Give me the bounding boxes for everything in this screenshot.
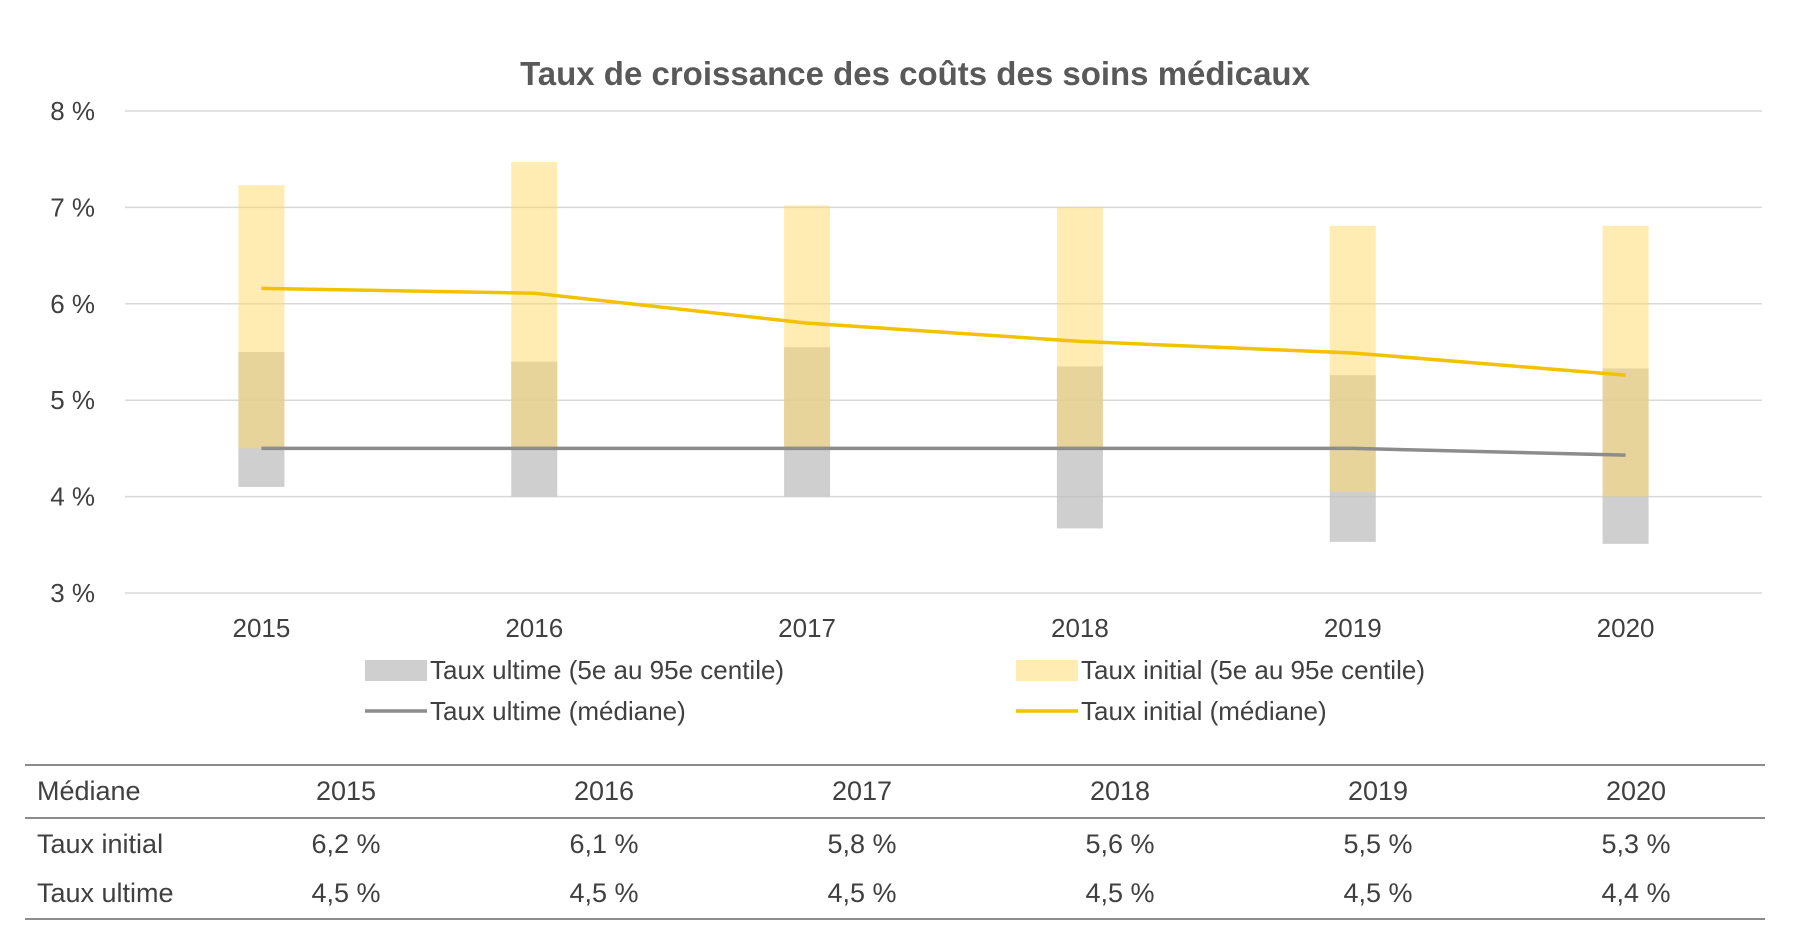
legend-label: Taux initial (médiane) bbox=[1081, 696, 1327, 726]
table-header-year: 2020 bbox=[1507, 764, 1765, 819]
x-tick-label: 2020 bbox=[1597, 613, 1655, 643]
table-row-ultimate: Taux ultime 4,5 % 4,5 % 4,5 % 4,5 % 4,5 … bbox=[25, 869, 1765, 920]
table-header-year: 2017 bbox=[733, 764, 991, 819]
median-line bbox=[261, 446, 1626, 457]
table-cell: 4,5 % bbox=[1249, 869, 1507, 920]
median-table: Médiane 2015 2016 2017 2018 2019 2020 Ta… bbox=[25, 764, 1765, 920]
table-cell: 4,5 % bbox=[475, 869, 733, 920]
range-bar bbox=[784, 205, 831, 449]
x-tick-label: 2016 bbox=[505, 613, 563, 643]
range-bar bbox=[1602, 225, 1649, 497]
legend-swatch bbox=[365, 660, 427, 681]
range-bar bbox=[1329, 225, 1376, 492]
table-header-row: Médiane 2015 2016 2017 2018 2019 2020 bbox=[25, 764, 1765, 819]
range-bar bbox=[511, 162, 558, 449]
table-row-label: Taux ultime bbox=[25, 869, 217, 920]
legend-label: Taux initial (5e au 95e centile) bbox=[1081, 655, 1425, 685]
y-tick-label: 7 % bbox=[50, 192, 95, 222]
y-tick-label: 8 % bbox=[50, 96, 95, 126]
table-header-year: 2016 bbox=[475, 764, 733, 819]
table-cell: 5,6 % bbox=[1085, 828, 1155, 859]
table-header-year: 2015 bbox=[217, 764, 475, 819]
table-cell: 6,1 % bbox=[569, 828, 639, 859]
median-lines bbox=[261, 286, 1626, 457]
table-cell: 4,5 % bbox=[733, 869, 991, 920]
y-axis-ticks: 3 % 4 % 5 % 6 % 7 % 8 % bbox=[50, 96, 95, 608]
y-tick-label: 3 % bbox=[50, 578, 95, 608]
table-header-year: 2019 bbox=[1249, 764, 1507, 819]
legend-swatch bbox=[1016, 660, 1078, 681]
table-cell: 4,5 % bbox=[991, 869, 1249, 920]
legend-label: Taux ultime (médiane) bbox=[430, 696, 686, 726]
legend-label: Taux ultime (5e au 95e centile) bbox=[430, 655, 784, 685]
range-bar bbox=[1056, 207, 1103, 449]
range-bar bbox=[238, 185, 285, 449]
table-cell: 5,3 % bbox=[1601, 828, 1671, 859]
x-axis-ticks: 2015 2016 2017 2018 2019 2020 bbox=[232, 613, 1654, 643]
table-header-label: Médiane bbox=[25, 764, 217, 819]
range-bars bbox=[238, 162, 1649, 544]
chart-title: Taux de croissance des coûts des soins m… bbox=[520, 55, 1311, 92]
y-tick-label: 4 % bbox=[50, 482, 95, 512]
x-tick-label: 2017 bbox=[778, 613, 836, 643]
y-tick-label: 5 % bbox=[50, 385, 95, 415]
median-line bbox=[261, 286, 1626, 377]
y-tick-label: 6 % bbox=[50, 289, 95, 319]
gridlines bbox=[125, 110, 1762, 594]
table-cell: 5,5 % bbox=[1343, 828, 1413, 859]
legend: Taux ultime (5e au 95e centile) Taux init… bbox=[365, 655, 1425, 726]
x-tick-label: 2015 bbox=[232, 613, 290, 643]
x-tick-label: 2018 bbox=[1051, 613, 1109, 643]
table-cell: 5,8 % bbox=[827, 828, 897, 859]
table-header-year: 2018 bbox=[991, 764, 1249, 819]
table-cell: 4,5 % bbox=[217, 869, 475, 920]
table-cell: 6,2 % bbox=[311, 828, 381, 859]
table-row-initial: Taux initial 6,2 % 6,1 % 5,8 % 5,6 % 5,5… bbox=[25, 818, 1765, 869]
x-tick-label: 2019 bbox=[1324, 613, 1382, 643]
table-row-label: Taux initial bbox=[37, 828, 164, 859]
table-cell: 4,4 % bbox=[1507, 869, 1765, 920]
chart: Taux de croissance des coûts des soins m… bbox=[50, 55, 1762, 726]
